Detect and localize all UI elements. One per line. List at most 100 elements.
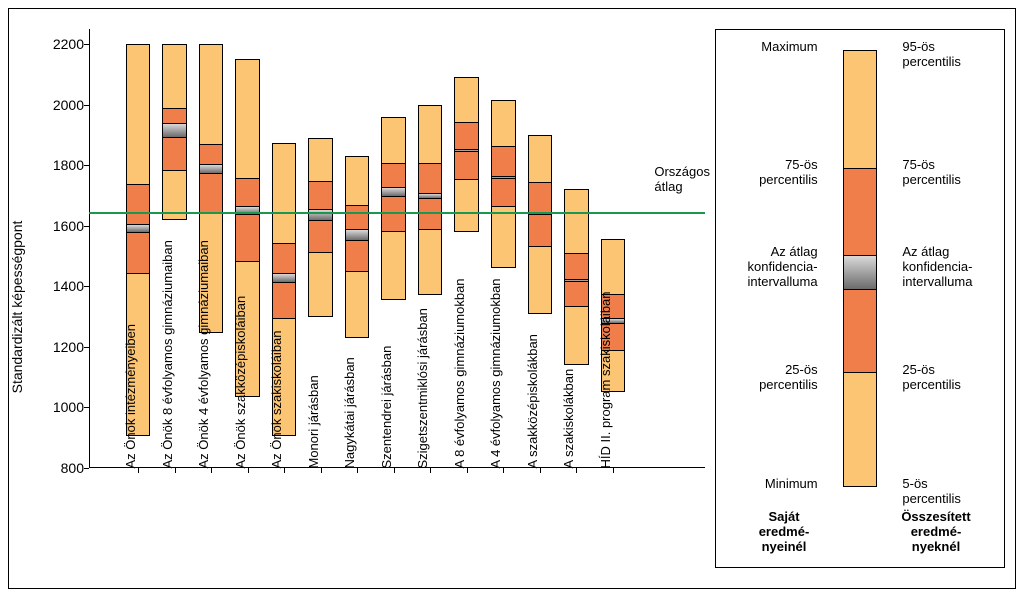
y-tick-label: 2200 xyxy=(44,36,84,52)
y-tick-mark xyxy=(84,44,89,45)
national-average-line xyxy=(89,212,705,214)
x-tick-mark xyxy=(613,468,614,473)
legend-label-min: Minimum xyxy=(765,477,846,492)
legend-label-p25-left: 25-öspercentilis xyxy=(759,363,846,393)
ci-segment xyxy=(346,229,369,241)
category-bar: Nagykátai járásban xyxy=(339,29,376,468)
category-label: A szakközépiskolákban xyxy=(525,334,540,468)
iqr-segment xyxy=(163,108,186,171)
x-tick-mark xyxy=(394,468,395,473)
boxplot-box xyxy=(564,189,589,365)
national-average-label: Országosátlag xyxy=(654,164,710,195)
x-tick-mark xyxy=(248,468,249,473)
category-bar: Az Önök 4 évfolyamos gimnáziumaiban xyxy=(193,29,230,468)
legend-bar xyxy=(843,50,877,487)
category-label: HÍD II. program szakiskoláiban xyxy=(598,291,613,468)
boxplot-box xyxy=(491,100,516,268)
category-label: Az Önök intézményeiben xyxy=(123,324,138,469)
plot-area: 8001000120014001600180020002200Országosá… xyxy=(89,29,705,468)
category-bar: HÍD II. program szakiskoláiban xyxy=(595,29,632,468)
ci-segment xyxy=(455,149,478,152)
boxplot-box xyxy=(162,44,187,220)
ci-segment xyxy=(127,224,150,233)
y-tick-mark xyxy=(84,347,89,348)
legend-label-p95: 95-öspercentilis xyxy=(874,40,961,70)
ci-segment xyxy=(163,123,186,138)
y-tick-mark xyxy=(84,286,89,287)
ci-segment xyxy=(309,209,332,221)
iqr-segment xyxy=(382,163,405,232)
category-bar: Az Önök 8 évfolyamos gimnáziumaiban xyxy=(156,29,193,468)
category-label: Nagykátai járásban xyxy=(342,357,357,468)
legend-col-title-right: Összesítetteredmé-nyeknél xyxy=(876,510,996,555)
category-label: Szentendrei járásban xyxy=(379,346,394,469)
category-label: A szakiskolákban xyxy=(561,369,576,469)
category-bar: Az Önök intézményeiben xyxy=(120,29,157,468)
boxplot-box xyxy=(345,156,370,338)
category-label: A 8 évfolyamos gimnáziumokban xyxy=(452,278,467,468)
legend-label-p5: 5-öspercentilis xyxy=(874,477,961,507)
legend-label-ci-left: Az átlagkonfidencia-intervalluma xyxy=(748,245,846,290)
y-axis-title: Standardizált képességpont xyxy=(9,220,25,393)
x-tick-mark xyxy=(175,468,176,473)
category-bar: Az Önök szakközépiskoláiban xyxy=(229,29,266,468)
x-tick-mark xyxy=(211,468,212,473)
ci-segment xyxy=(382,187,405,197)
category-label: Az Önök 8 évfolyamos gimnáziumaiban xyxy=(160,240,175,468)
iqr-segment xyxy=(236,178,259,262)
y-tick-mark xyxy=(84,105,89,106)
category-bar: A 4 évfolyamos gimnáziumokban xyxy=(485,29,522,468)
y-tick-label: 1000 xyxy=(44,399,84,415)
legend-box xyxy=(843,50,877,487)
iqr-segment xyxy=(200,144,223,213)
x-tick-mark xyxy=(467,468,468,473)
ci-segment xyxy=(492,176,515,179)
category-bar: A 8 évfolyamos gimnáziumokban xyxy=(448,29,485,468)
category-bar: A szakiskolákban xyxy=(558,29,595,468)
x-tick-mark xyxy=(284,468,285,473)
category-bar: Monori járásban xyxy=(302,29,339,468)
y-tick-label: 2000 xyxy=(44,97,84,113)
y-tick-mark xyxy=(84,165,89,166)
ci-segment xyxy=(419,193,442,199)
category-label: Szigetszentmiklósi járásban xyxy=(415,308,430,468)
x-tick-mark xyxy=(503,468,504,473)
x-tick-mark xyxy=(357,468,358,473)
y-tick-mark xyxy=(84,468,89,469)
x-tick-mark xyxy=(430,468,431,473)
legend-label-max: Maximum xyxy=(761,40,845,55)
category-label: Monori járásban xyxy=(306,375,321,468)
y-tick-label: 1200 xyxy=(44,339,84,355)
x-tick-mark xyxy=(138,468,139,473)
ci-segment xyxy=(565,279,588,282)
category-label: Az Önök szakközépiskoláiban xyxy=(233,296,248,469)
legend-label-p75-right: 75-öspercentilis xyxy=(874,158,961,188)
legend-ci xyxy=(844,255,876,290)
category-bar: Szentendrei járásban xyxy=(375,29,412,468)
category-label: Az Önök szakiskoláiban xyxy=(269,330,284,468)
boxplot-box xyxy=(528,135,553,314)
y-tick-label: 1400 xyxy=(44,278,84,294)
category-bar: Szigetszentmiklósi járásban xyxy=(412,29,449,468)
category-bar: A szakközépiskolákban xyxy=(522,29,559,468)
y-tick-mark xyxy=(84,226,89,227)
boxplot-box xyxy=(381,117,406,300)
x-tick-mark xyxy=(321,468,322,473)
category-label: A 4 évfolyamos gimnáziumokban xyxy=(488,278,503,468)
legend-panel: Maximum 75-öspercentilis Az átlagkonfidenc… xyxy=(715,29,1005,568)
category-label: Az Önök 4 évfolyamos gimnáziumaiban xyxy=(196,240,211,468)
ci-segment xyxy=(200,164,223,175)
y-tick-mark xyxy=(84,407,89,408)
legend-col-title-left: Sajáteredmé-nyeinél xyxy=(724,510,844,555)
chart-panel: Standardizált képességpont 8001000120014… xyxy=(9,9,715,588)
ci-segment xyxy=(273,273,296,284)
y-tick-label: 1800 xyxy=(44,157,84,173)
legend-label-ci-right: Az átlagkonfidencia-intervalluma xyxy=(874,245,972,290)
legend-label-p75-left: 75-öspercentilis xyxy=(759,158,846,188)
chart-wrapper: Standardizált képességpont 8001000120014… xyxy=(8,8,1016,589)
boxplot-box xyxy=(418,105,443,296)
category-bar: Az Önök szakiskoláiban xyxy=(266,29,303,468)
boxplot-box xyxy=(308,138,333,317)
boxplot-box xyxy=(454,77,479,231)
y-tick-label: 800 xyxy=(44,460,84,476)
